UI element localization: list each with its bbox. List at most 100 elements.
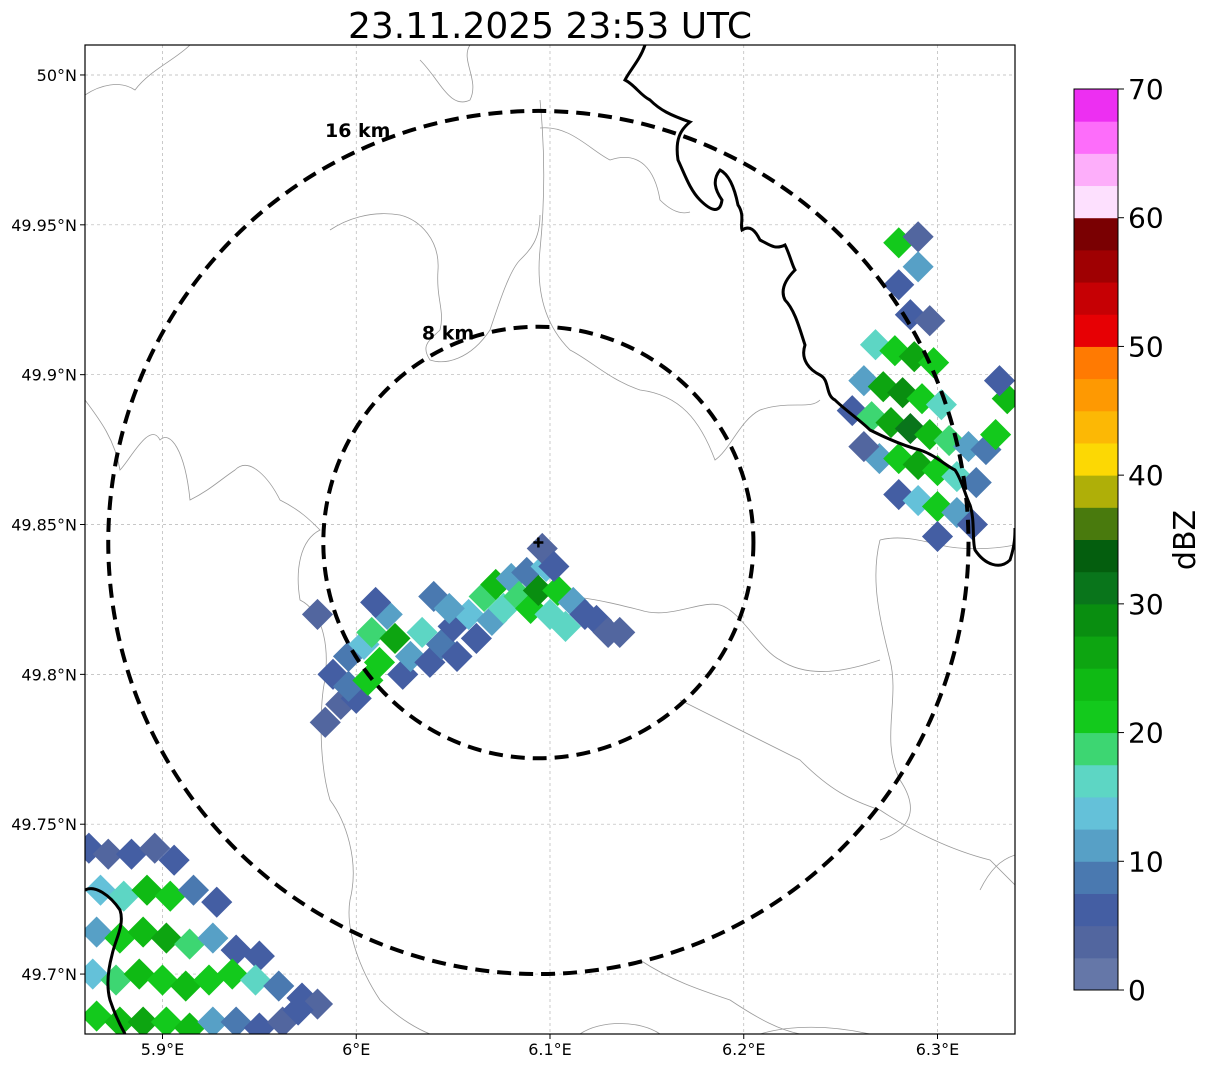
colorbar-tick-label: 60 (1128, 202, 1164, 235)
colorbar-swatch (1074, 249, 1118, 283)
colorbar-swatch (1074, 861, 1118, 894)
lat-tick-label: 49.75°N (11, 815, 77, 834)
reflectivity-pixel (980, 419, 1012, 451)
colorbar-tick-label: 20 (1128, 717, 1164, 750)
colorbar-swatch (1074, 925, 1118, 959)
colorbar-swatch (1074, 442, 1118, 476)
lon-tick-label: 5.9°E (141, 1040, 185, 1059)
border-line (639, 959, 801, 1034)
colorbar-swatch (1074, 507, 1118, 540)
lon-tick-label: 6°E (342, 1040, 370, 1059)
reflectivity-pixel (914, 305, 946, 337)
lat-tick-label: 49.9°N (21, 366, 77, 385)
reflectivity-pixel (243, 1012, 275, 1034)
colorbar-swatch (1074, 829, 1118, 862)
colorbar-swatch (1074, 185, 1118, 219)
colorbar-swatch (1074, 89, 1118, 122)
longitude-axis: 5.9°E 6°E 6.1°E 6.2°E 6.3°E (141, 1034, 960, 1059)
border-line (419, 45, 474, 103)
reflectivity-pixel (174, 1012, 206, 1034)
lat-tick-label: 49.95°N (11, 216, 77, 235)
reflectivity-pixel (406, 616, 438, 648)
lat-tick-label: 49.8°N (21, 665, 77, 684)
ne-cluster-cell (836, 221, 1015, 553)
colorbar-swatch (1074, 700, 1118, 734)
country-border-line (622, 45, 1015, 567)
lon-tick-label: 6.1°E (528, 1040, 572, 1059)
border-line (979, 854, 1015, 891)
colorbar-swatch (1074, 603, 1118, 637)
reflectivity-pixel (356, 616, 388, 648)
border-line (579, 1023, 661, 1034)
colorbar-swatch (1074, 764, 1118, 798)
radar-site-marker (533, 537, 544, 548)
map-title: 23.11.2025 23:53 UTC (348, 6, 752, 47)
reflectivity-pixel (441, 640, 473, 672)
colorbar-tick-label: 30 (1128, 588, 1164, 621)
colorbar-swatch (1074, 636, 1118, 669)
range-ring (106, 108, 971, 977)
colorbar-swatch (1074, 571, 1118, 605)
colorbar-swatch (1074, 732, 1118, 766)
colorbar-tick-label: 50 (1128, 330, 1164, 363)
border-line (875, 539, 911, 841)
colorbar-swatch (1074, 153, 1118, 187)
colorbar-swatch (1074, 346, 1118, 380)
reflectivity-pixel (848, 431, 880, 463)
reflectivity-pixel (360, 586, 392, 618)
colorbar-frame (1073, 88, 1119, 991)
colorbar-swatch (1074, 282, 1118, 315)
colorbar-tick-label: 0 (1128, 974, 1146, 1007)
reflectivity-pixel (263, 970, 295, 1002)
reflectivity-pixel (460, 622, 492, 654)
colorbar-swatch (1074, 121, 1118, 154)
reflectivity-pixel (282, 994, 314, 1026)
range-ring-label: 8 km (422, 323, 474, 345)
colorbar-tick-label: 10 (1128, 845, 1164, 878)
country-borders (85, 45, 1015, 1034)
reflectivity-pixel (883, 269, 915, 301)
reflectivity-pixel (433, 592, 465, 624)
reflectivity-pixel (983, 365, 1015, 397)
reflectivity-pixel (960, 467, 992, 499)
colorbar-swatch (1074, 668, 1118, 701)
range-rings (106, 108, 971, 977)
border-line (539, 127, 691, 214)
admin-borders (85, 45, 1015, 1034)
colorbar-swatch (1074, 378, 1118, 412)
colorbar-tick-label: 40 (1128, 459, 1164, 492)
colorbar-swatch (1074, 410, 1118, 444)
reflectivity-pixel (379, 622, 411, 654)
lon-tick-label: 6.2°E (722, 1040, 766, 1059)
colorbar-swatch (1074, 314, 1118, 347)
colorbar-label: dBZ (1168, 510, 1203, 570)
colorbar-swatch (1074, 957, 1118, 991)
colorbar-swatch (1074, 217, 1118, 251)
border-line (759, 1026, 871, 1034)
border-line (329, 213, 541, 363)
lon-tick-label: 6.3°E (916, 1040, 960, 1059)
border-line (679, 699, 1015, 886)
colorbar-swatch (1074, 539, 1118, 573)
reflectivity-pixel (352, 664, 384, 696)
country-border-line (85, 887, 127, 1034)
colorbar-swatch (1074, 796, 1118, 830)
colorbar-tick-label: 70 (1128, 73, 1164, 106)
colorbar-swatch (1074, 893, 1118, 927)
reflectivity-pixel (301, 598, 334, 630)
range-ring (321, 324, 756, 761)
reflectivity-pixel (309, 706, 341, 738)
lat-tick-label: 49.7°N (21, 965, 77, 984)
range-ring-label: 16 km (325, 120, 391, 142)
colorbar-swatch (1074, 475, 1118, 508)
lat-tick-label: 50°N (37, 66, 77, 85)
latitude-axis: 50°N 49.95°N 49.9°N 49.85°N 49.8°N 49.75°N 49.… (11, 66, 85, 984)
border-line (85, 45, 191, 96)
border-line (538, 99, 821, 461)
range-ring-labels: 8 km 16 km (325, 120, 474, 345)
lat-tick-label: 49.85°N (11, 516, 77, 535)
dbz-colorbar: 0 10 20 30 40 50 60 70 (1073, 73, 1164, 1007)
border-line (85, 399, 431, 1034)
border-line (519, 595, 881, 672)
